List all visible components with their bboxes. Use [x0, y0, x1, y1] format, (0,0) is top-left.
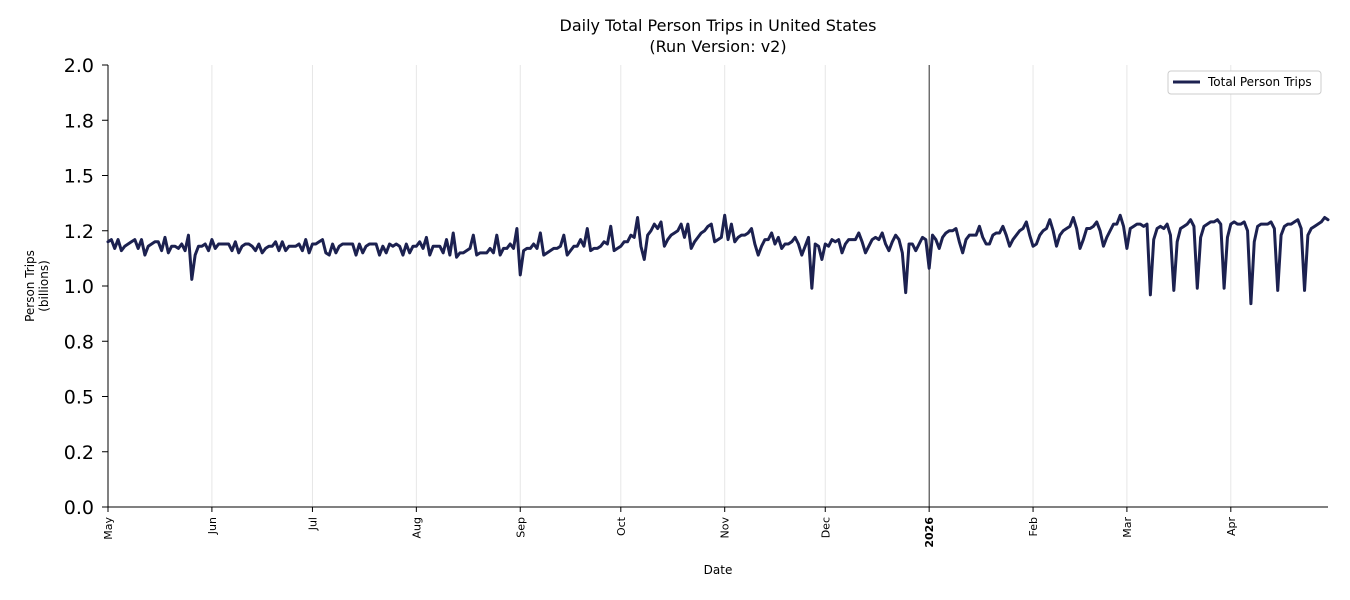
y-axis-label-line-2: (billions)	[37, 260, 51, 312]
chart-title: Daily Total Person Trips in United State…	[560, 16, 877, 35]
legend-box	[1167, 70, 1322, 95]
y-tick-label-3: 0.8	[64, 331, 94, 353]
y-tick-label-7: 1.8	[64, 110, 94, 132]
x-tick-label-6: Nov	[719, 517, 732, 539]
y-tick-label-4: 1.0	[64, 276, 94, 298]
legend-label: Total Person Trips	[1207, 75, 1312, 89]
x-tick-label-4: Sep	[514, 517, 527, 538]
y-tick-label-8: 2.0	[64, 55, 94, 77]
y-axis: 0.0 0.2 0.5 0.8 1.0 1.2 1.5 1.8 2.0	[64, 55, 109, 519]
chart-subtitle: (Run Version: v2)	[649, 37, 786, 56]
x-tick-label-8: 2026	[923, 517, 936, 548]
x-gridlines	[107, 65, 1232, 507]
x-tick-label-2: Jul	[306, 517, 319, 531]
y-axis-label: Person Trips (billions)	[23, 250, 51, 322]
x-tick-label-11: Apr	[1225, 517, 1238, 537]
x-tick-label-5: Oct	[615, 516, 628, 536]
y-tick-label-6: 1.5	[64, 166, 94, 188]
x-tick-label-10: Mar	[1121, 517, 1134, 538]
y-tick-label-5: 1.2	[64, 221, 94, 243]
y-tick-label-0: 0.0	[64, 497, 94, 519]
series-line-0	[106, 213, 1330, 306]
legend: Total Person Trips	[1167, 70, 1322, 95]
x-tick-label-7: Dec	[819, 517, 832, 538]
x-axis: May Jun Jul Aug Sep Oct Nov Dec 2026 Feb Mar Apr	[102, 506, 1328, 548]
x-tick-label-1: Jun	[206, 517, 219, 535]
x-tick-label-3: Aug	[410, 517, 423, 538]
x-tick-label-9: Feb	[1027, 517, 1040, 536]
y-tick-label-2: 0.5	[64, 387, 94, 409]
y-tick-label-1: 0.2	[64, 442, 94, 464]
x-axis-label: Date	[704, 563, 733, 577]
y-axis-label-line-1: Person Trips	[23, 250, 37, 322]
x-tick-label-0: May	[102, 517, 115, 540]
series-layer	[106, 213, 1330, 306]
